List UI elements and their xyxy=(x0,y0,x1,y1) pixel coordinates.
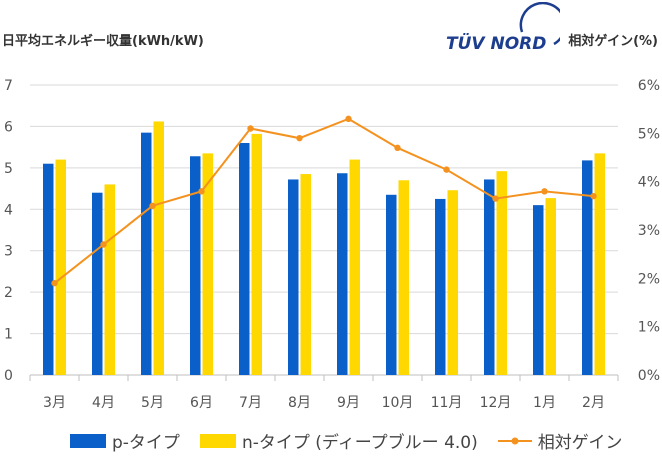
legend-item-n-type: n-タイプ (ディープブルー 4.0) xyxy=(199,428,478,453)
legend-item-p-type: p-タイプ xyxy=(70,428,180,453)
bar-n-type xyxy=(300,174,311,375)
y-tick-label-left: 4 xyxy=(4,202,13,218)
x-tick-label: 4月 xyxy=(92,395,115,411)
bar-p-type xyxy=(533,205,544,375)
bar-n-type xyxy=(349,159,360,375)
gain-point xyxy=(100,241,107,248)
bar-p-type xyxy=(484,179,495,375)
y-tick-label-left: 6 xyxy=(4,119,13,135)
x-tick-label: 8月 xyxy=(288,395,311,411)
bar-p-type xyxy=(190,156,201,375)
legend-label-p-type: p-タイプ xyxy=(112,433,180,453)
y-tick-label-right: 3% xyxy=(638,223,660,239)
bar-n-type xyxy=(202,153,213,375)
legend-label-gain: 相対ゲイン xyxy=(537,433,623,453)
bar-p-type xyxy=(92,192,103,375)
bar-n-type xyxy=(104,184,115,375)
legend-swatch-p-type xyxy=(70,433,106,448)
bar-p-type xyxy=(435,198,446,375)
logo-text: TÜV NORD xyxy=(446,32,546,54)
x-tick-label: 7月 xyxy=(239,395,262,411)
x-tick-label: 2月 xyxy=(582,395,605,411)
gain-point xyxy=(492,195,499,202)
left-axis-title: 日平均エネルギー収量(kWh/kW) xyxy=(2,34,204,49)
gain-line xyxy=(53,117,594,284)
bar-n-type xyxy=(594,153,605,375)
bar-p-type xyxy=(239,143,250,375)
bar-p-type xyxy=(337,173,348,375)
gain-point xyxy=(149,202,156,210)
x-tick-label: 5月 xyxy=(141,395,164,411)
x-tick-label: 10月 xyxy=(382,395,414,411)
x-tick-label: 11月 xyxy=(431,395,463,411)
gain-point xyxy=(198,188,205,195)
legend-label-n-type: n-タイプ (ディープブルー 4.0) xyxy=(241,433,478,453)
y-tick-label-right: 2% xyxy=(638,271,660,287)
x-tick-label: 9月 xyxy=(337,395,360,411)
x-tick-label: 6月 xyxy=(190,395,213,411)
tuv-nord-logo: TÜV NORD xyxy=(446,2,560,54)
bar-n-type xyxy=(251,133,262,375)
legend-swatch-gain xyxy=(497,437,532,444)
gain-point xyxy=(51,279,58,287)
y-tick-label-right: 6% xyxy=(638,78,660,94)
gain-point xyxy=(541,188,548,195)
gain-point xyxy=(590,192,597,200)
bar-n-type xyxy=(398,180,409,375)
bar-p-type xyxy=(582,160,593,375)
y-tick-label-right: 4% xyxy=(638,175,660,191)
right-axis-title: 相対ゲイン(%) xyxy=(568,34,658,49)
x-tick-label: 12月 xyxy=(480,395,512,411)
gain-point xyxy=(345,115,352,123)
y-tick-label-right: 0% xyxy=(638,368,660,384)
gain-point xyxy=(247,125,254,132)
bar-n-type xyxy=(447,190,458,375)
y-tick-label-left: 5 xyxy=(4,161,13,177)
y-tick-label-left: 7 xyxy=(4,78,13,94)
y-tick-label-right: 1% xyxy=(638,320,660,336)
bar-n-type xyxy=(545,198,556,375)
legend: p-タイプ n-タイプ (ディープブルー 4.0) 相対ゲイン xyxy=(70,428,642,453)
x-tick-label: 1月 xyxy=(533,395,556,411)
y-tick-label-left: 3 xyxy=(4,244,13,260)
y-tick-label-right: 5% xyxy=(638,126,660,142)
y-tick-label-left: 0 xyxy=(4,368,13,384)
bar-n-type xyxy=(153,121,164,375)
bar-p-type xyxy=(288,179,299,375)
gain-point xyxy=(443,166,450,173)
y-tick-label-left: 1 xyxy=(4,327,13,343)
legend-swatch-n-type xyxy=(199,433,236,448)
bar-n-type xyxy=(496,171,507,375)
bar-n-type xyxy=(55,159,66,375)
bar-p-type xyxy=(43,163,54,375)
legend-item-gain: 相対ゲイン xyxy=(497,428,623,453)
gain-point xyxy=(394,144,401,152)
gain-point xyxy=(296,134,303,142)
x-tick-label: 3月 xyxy=(43,395,66,411)
bar-p-type xyxy=(141,132,152,375)
y-tick-label-left: 2 xyxy=(4,285,13,301)
bar-p-type xyxy=(386,194,397,375)
